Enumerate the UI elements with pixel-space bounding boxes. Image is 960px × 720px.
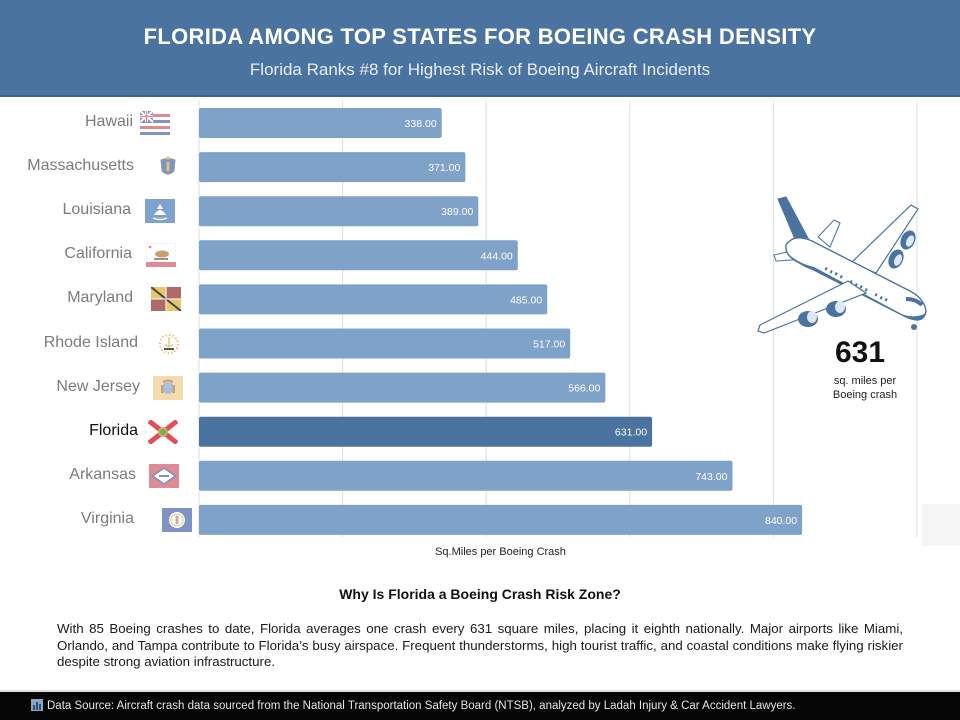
bar-value-label: 631.00 — [615, 427, 647, 439]
bar-maryland — [199, 284, 548, 315]
state-label: California — [64, 245, 132, 263]
callout-caption-line2: Boeing crash — [832, 389, 898, 401]
state-label: Arkansas — [69, 465, 136, 483]
header-banner: FLORIDA AMONG TOP STATES FOR BOEING CRAS… — [0, 0, 960, 97]
callout-caption-line1: sq. miles per — [833, 375, 897, 387]
bar-massachusetts — [199, 152, 466, 183]
section-heading: Why Is Florida a Boeing Crash Risk Zone? — [339, 586, 621, 602]
state-label: Rhode Island — [43, 333, 138, 351]
airplane-icon — [757, 196, 927, 334]
footer-text: Data Source: Aircraft crash data sourced… — [47, 700, 796, 712]
bar-value-label: 517.00 — [533, 339, 565, 351]
callout-number: 631 — [834, 336, 886, 369]
chart-canvas: 338.00 371.00 389.00 444.00 485.00 517.00 566.… — [198, 101, 918, 537]
bar-chart: 338.00 371.00 389.00 444.00 485.00 517.00 566.… — [0, 97, 960, 567]
section-body: With 85 Boeing crashes to date, Florida … — [57, 621, 903, 669]
bar-value-label: 743.00 — [695, 471, 727, 483]
bar-florida — [199, 416, 653, 447]
bar-value-label: 840.00 — [765, 515, 797, 527]
bar-value-label: 389.00 — [441, 206, 473, 218]
bar-value-label: 444.00 — [481, 250, 513, 262]
bar-value-label: 485.00 — [510, 294, 542, 306]
footer-source: Data Source: Aircraft crash data sourced… — [0, 690, 960, 720]
callout-caption: sq. miles per Boeing crash — [770, 374, 960, 402]
bar-value-label: 371.00 — [428, 162, 460, 174]
bar-value-label: 566.00 — [568, 383, 600, 395]
state-label: Hawaii — [84, 113, 133, 130]
bar-chart-icon — [31, 699, 43, 711]
bar-arkansas — [199, 460, 733, 491]
state-label: Massachusetts — [27, 157, 134, 175]
state-label: Virginia — [80, 509, 134, 527]
state-label: Maryland — [67, 289, 133, 307]
bar-new-jersey — [199, 372, 606, 403]
page-title: FLORIDA AMONG TOP STATES FOR BOEING CRAS… — [143, 24, 817, 49]
florida-flag-icon — [148, 419, 178, 444]
page-subtitle: Florida Ranks #8 for Highest Risk of Boe… — [249, 60, 711, 79]
bar-hawaii — [199, 108, 442, 138]
bar-virginia — [199, 504, 803, 535]
hawaii-flag-icon — [140, 111, 170, 135]
bar-california — [199, 240, 518, 271]
virginia-flag-icon — [162, 507, 192, 532]
arkansas-flag-icon — [149, 463, 179, 488]
louisiana-flag-icon — [145, 199, 175, 224]
california-flag-icon — [146, 243, 176, 268]
decorative-panel — [922, 504, 960, 546]
new-jersey-flag-icon — [153, 375, 183, 400]
maryland-flag-icon — [151, 287, 181, 312]
bar-louisiana — [199, 196, 479, 227]
x-axis-label: Sq.Miles per Boeing Crash — [435, 546, 566, 558]
state-label: New Jersey — [56, 377, 140, 395]
massachusetts-flag-icon — [153, 155, 183, 180]
state-label: Florida — [89, 421, 138, 439]
bar-value-label: 338.00 — [405, 118, 437, 130]
bar-rhode-island — [199, 328, 571, 359]
rhode-island-flag-icon — [154, 331, 184, 356]
airplane-illustration — [756, 185, 932, 405]
state-label: Louisiana — [62, 201, 132, 219]
